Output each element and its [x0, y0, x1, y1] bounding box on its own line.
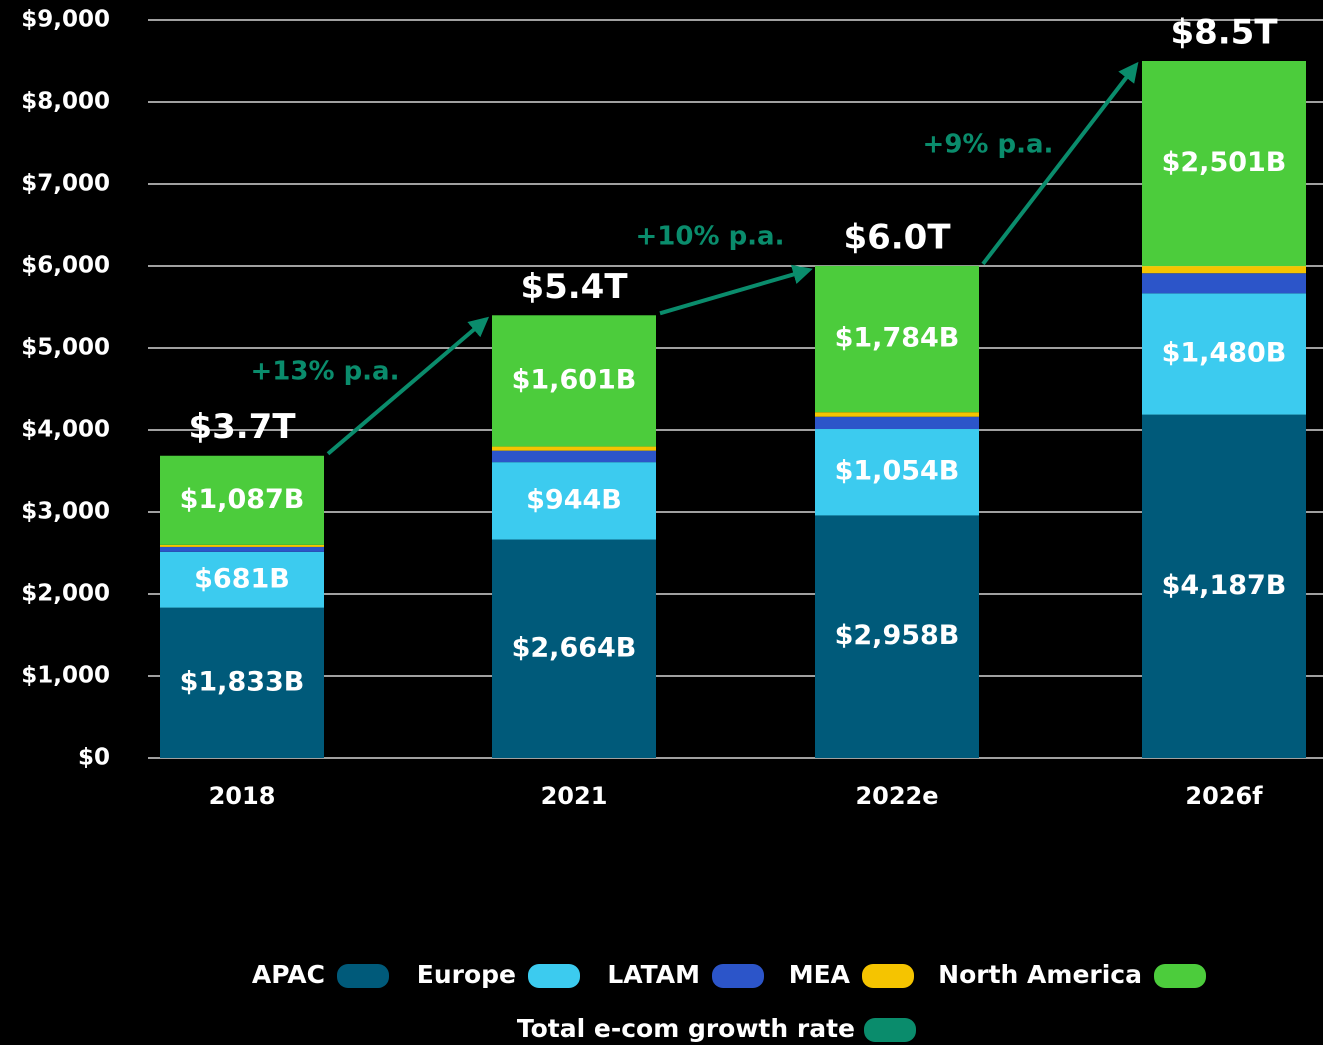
total-label: $5.4T — [520, 267, 628, 307]
y-tick-label: $4,000 — [21, 417, 110, 443]
x-tick-label: 2018 — [209, 782, 276, 810]
value-label: $1,784B — [835, 323, 960, 354]
growth-label: +10% p.a. — [636, 222, 785, 252]
bar-segment — [815, 416, 979, 430]
value-label: $1,054B — [835, 456, 960, 487]
growth-arrow — [326, 316, 490, 456]
x-tick-label: 2026f — [1185, 782, 1263, 810]
legend-label: APAC — [252, 960, 325, 989]
legend-swatch — [862, 964, 914, 988]
y-tick-label: $3,000 — [21, 499, 110, 525]
y-tick-label: $1,000 — [21, 663, 110, 689]
legend-label: LATAM — [607, 960, 700, 989]
bar-segment — [160, 455, 324, 545]
bar-segment — [492, 315, 656, 447]
bar-segment — [492, 539, 656, 758]
bar-segment — [815, 265, 979, 413]
x-tick-label: 2022e — [855, 782, 938, 810]
growth-label: +9% p.a. — [923, 130, 1054, 160]
y-tick-label: $0 — [78, 745, 110, 771]
bar-segment — [492, 450, 656, 463]
growth-arrow — [659, 264, 813, 316]
legend-swatch — [528, 964, 580, 988]
legend-swatch — [712, 964, 764, 988]
bar-segment — [1142, 273, 1306, 294]
total-label: $8.5T — [1170, 13, 1278, 53]
legend-label: Europe — [417, 960, 516, 989]
bar-segment — [1142, 293, 1306, 415]
total-label: $3.7T — [188, 407, 296, 447]
value-label: $4,187B — [1162, 570, 1287, 601]
legend-label: MEA — [789, 960, 851, 989]
y-tick-label: $6,000 — [21, 253, 110, 279]
bar-segment — [492, 462, 656, 540]
bar-segment — [160, 546, 324, 552]
y-tick-label: $8,000 — [21, 89, 110, 115]
bar-segment — [815, 429, 979, 516]
legend-swatch — [337, 964, 389, 988]
growth-arrow — [981, 61, 1139, 266]
bar-segment — [160, 607, 324, 758]
growth-label: +13% p.a. — [251, 357, 400, 387]
legend-label: Total e-com growth rate — [517, 1014, 855, 1043]
bar-segment — [1142, 61, 1306, 267]
value-label: $1,480B — [1162, 337, 1287, 368]
y-tick-label: $2,000 — [21, 581, 110, 607]
value-label: $2,664B — [512, 632, 637, 663]
bar-segment — [815, 515, 979, 758]
legend-swatch — [864, 1018, 916, 1042]
y-tick-label: $9,000 — [21, 7, 110, 33]
x-tick-label: 2021 — [541, 782, 608, 810]
total-label: $6.0T — [843, 217, 951, 257]
value-label: $1,601B — [512, 364, 637, 395]
bar-segment — [160, 544, 324, 547]
legend-swatch — [1154, 964, 1206, 988]
value-label: $1,087B — [180, 484, 305, 515]
value-label: $2,501B — [1162, 147, 1287, 178]
y-tick-label: $7,000 — [21, 171, 110, 197]
value-label: $2,958B — [835, 620, 960, 651]
bar-segment — [160, 551, 324, 608]
bar-segment — [1142, 414, 1306, 758]
bar-segment — [492, 446, 656, 451]
y-tick-label: $5,000 — [21, 335, 110, 361]
value-label: $944B — [526, 484, 622, 515]
bar-segment — [1142, 266, 1306, 274]
legend-label: North America — [938, 960, 1142, 989]
bar-segment — [815, 412, 979, 417]
value-label: $1,833B — [180, 666, 305, 697]
value-label: $681B — [194, 563, 290, 594]
